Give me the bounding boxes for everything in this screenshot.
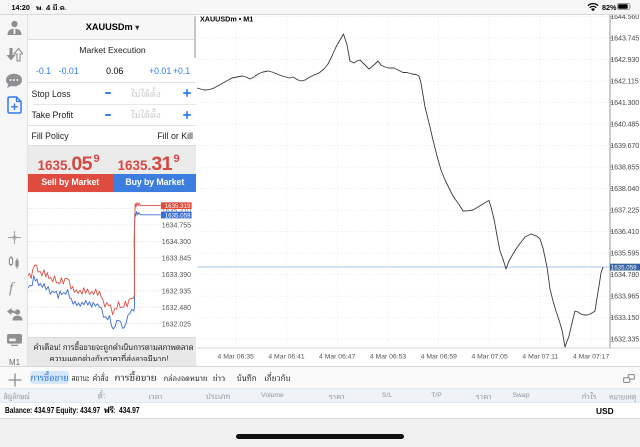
svg-text:1632.935: 1632.935 [162, 288, 191, 295]
svg-text:f: f [9, 281, 15, 297]
svg-text:1642.930: 1642.930 [610, 55, 639, 64]
svg-text:1638.040: 1638.040 [610, 184, 639, 193]
svg-text:1644.560: 1644.560 [610, 14, 639, 21]
svg-text:1632.480: 1632.480 [162, 305, 191, 312]
svg-text:1632.335: 1632.335 [610, 335, 639, 344]
svg-text:XAUUSDm • M1: XAUUSDm • M1 [200, 15, 253, 24]
svg-text:1642.115: 1642.115 [610, 77, 638, 86]
svg-text:1636.410: 1636.410 [610, 227, 639, 236]
svg-text:1635.059: 1635.059 [165, 213, 191, 220]
svg-text:1640.485: 1640.485 [610, 120, 639, 129]
svg-text:1635.210: 1635.210 [162, 208, 191, 215]
svg-text:1633.390: 1633.390 [162, 272, 191, 279]
svg-text:1632.025: 1632.025 [162, 321, 191, 328]
svg-text:4 Mar 06:47: 4 Mar 06:47 [319, 354, 355, 361]
svg-text:1641.300: 1641.300 [610, 98, 639, 107]
svg-text:1637.225: 1637.225 [610, 206, 639, 215]
svg-text:1638.855: 1638.855 [610, 163, 639, 172]
svg-text:1635.595: 1635.595 [610, 249, 639, 258]
svg-text:4 Mar 07:11: 4 Mar 07:11 [522, 354, 558, 361]
svg-text:1643.745: 1643.745 [610, 34, 639, 43]
svg-text:1633.845: 1633.845 [162, 256, 191, 263]
svg-text:4 Mar 06:53: 4 Mar 06:53 [370, 354, 406, 361]
svg-text:1633.150: 1633.150 [610, 313, 639, 322]
svg-text:4 Mar 06:35: 4 Mar 06:35 [218, 354, 254, 361]
svg-text:4 Mar 07:17: 4 Mar 07:17 [573, 354, 609, 361]
svg-text:1634.780: 1634.780 [610, 270, 639, 279]
svg-text:1634.300: 1634.300 [162, 239, 191, 246]
svg-text:1635.319: 1635.319 [165, 203, 191, 210]
svg-text:4 Mar 06:41: 4 Mar 06:41 [268, 354, 304, 361]
svg-text:1639.670: 1639.670 [610, 141, 639, 150]
svg-text:4 Mar 06:59: 4 Mar 06:59 [421, 354, 457, 361]
svg-text:4 Mar 07:05: 4 Mar 07:05 [471, 354, 507, 361]
svg-text:1634.755: 1634.755 [162, 223, 191, 230]
svg-text:1633.965: 1633.965 [610, 292, 639, 301]
svg-text:1635.059: 1635.059 [611, 265, 637, 272]
